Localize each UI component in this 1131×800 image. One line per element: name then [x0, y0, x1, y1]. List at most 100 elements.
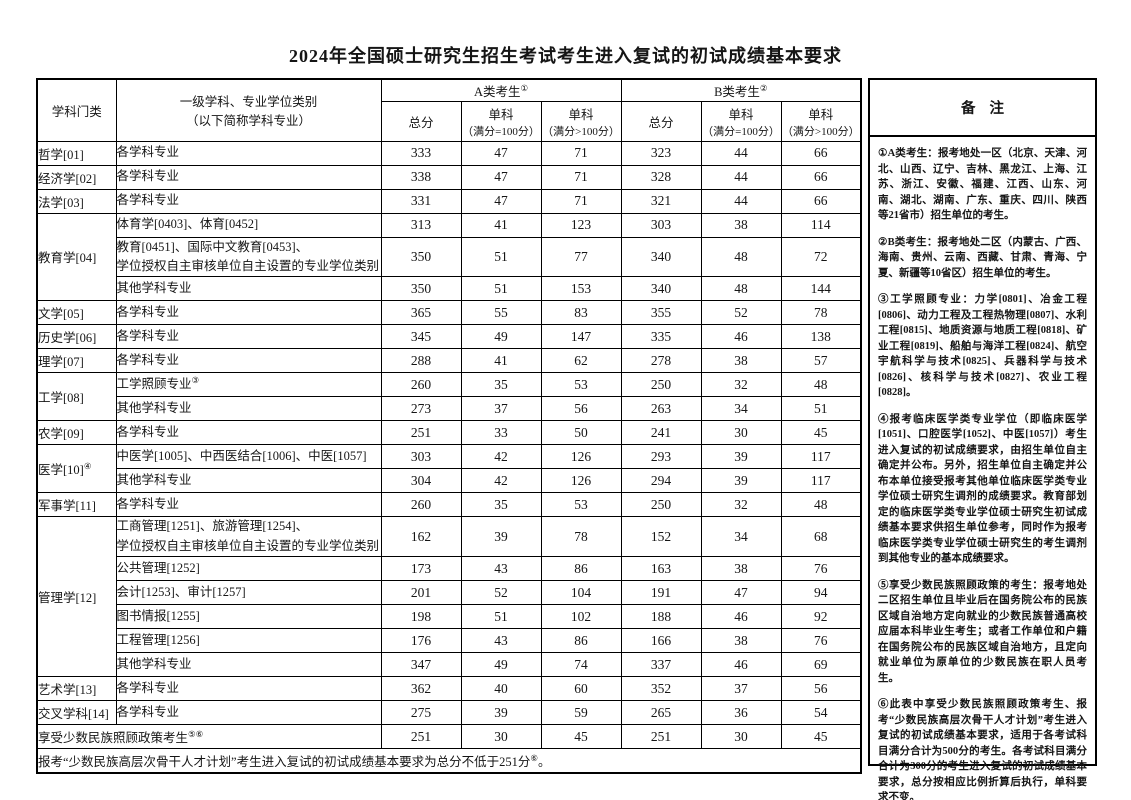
score-cell: 52	[700, 300, 782, 326]
category-cell: 经济学[02]	[36, 164, 117, 190]
score-cell: 273	[380, 396, 462, 422]
category-cell: 交叉学科[14]	[36, 700, 117, 725]
discipline-cell: 各学科专业	[115, 420, 382, 446]
score-cell: 163	[620, 556, 702, 581]
header-b-total: 总分	[620, 100, 702, 142]
table-row: 艺术学[13] 各学科专业 362 40 60 352 37 56	[36, 676, 862, 701]
score-cell: 303	[620, 212, 702, 238]
score-cell: 362	[380, 676, 462, 701]
score-cell: 263	[620, 396, 702, 422]
score-cell: 352	[620, 676, 702, 701]
score-cell: 69	[780, 652, 862, 677]
score-cell: 44	[700, 188, 782, 214]
score-cell: 48	[700, 276, 782, 302]
score-cell: 337	[620, 652, 702, 677]
table-row: 其他学科专业 347 49 74 337 46 69	[37, 652, 862, 677]
score-cell: 294	[620, 468, 702, 494]
score-cell: 32	[700, 492, 782, 518]
score-cell: 77	[540, 236, 622, 278]
score-cell: 104	[540, 580, 622, 605]
discipline-cell: 图书情报[1255]	[115, 604, 382, 629]
header-discipline-line1: 一级学科、专业学位类别	[179, 95, 318, 110]
score-cell: 117	[780, 444, 862, 470]
score-cell: 340	[620, 276, 702, 302]
score-cell: 60	[540, 676, 622, 701]
score-cell: 260	[380, 372, 462, 398]
category-cell: 哲学[01]	[36, 140, 117, 166]
score-cell: 288	[380, 348, 462, 374]
score-cell: 49	[460, 652, 542, 677]
footnote-mark: ③	[191, 374, 200, 385]
score-cell: 328	[620, 164, 702, 190]
table-row: 工程管理[1256] 176 43 86 166 38 76	[37, 628, 862, 653]
score-cell: 173	[380, 556, 462, 581]
score-cell: 37	[460, 396, 542, 422]
score-cell: 30	[700, 724, 782, 749]
score-cell: 39	[460, 700, 542, 725]
header-a-subject-eq100: 单科 （满分=100分）	[460, 100, 542, 142]
score-cell: 92	[780, 604, 862, 629]
score-cell: 147	[540, 324, 622, 350]
score-cell: 166	[620, 628, 702, 653]
score-cell: 45	[540, 724, 622, 749]
score-cell: 46	[700, 604, 782, 629]
header-group-b: B类考生②	[620, 78, 862, 102]
score-cell: 191	[620, 580, 702, 605]
discipline-cell: 中医学[1005]、中西医结合[1006]、中医[1057]	[115, 444, 382, 470]
category-cell: 教育学[04]	[36, 212, 117, 302]
discipline-cell: 各学科专业	[115, 300, 382, 326]
table-row: 军事学[11] 各学科专业 260 35 53 250 32 48	[36, 492, 862, 518]
table-row: 会计[1253]、审计[1257] 201 52 104 191 47 94	[37, 580, 862, 605]
discipline-cell: 其他学科专业	[115, 468, 382, 494]
score-cell: 117	[780, 468, 862, 494]
table-row: 历史学[06] 各学科专业 345 49 147 335 46 138	[36, 324, 862, 350]
score-cell: 39	[700, 468, 782, 494]
footnote-mark: ④	[83, 461, 92, 472]
score-cell: 76	[780, 556, 862, 581]
note-item: ④报考临床医学类专业学位（即临床医学[1051]、口腔医学[1052]、中医[1…	[878, 413, 1087, 565]
score-cell: 43	[460, 628, 542, 653]
score-cell: 46	[700, 652, 782, 677]
category-cell: 法学[03]	[36, 188, 117, 214]
group-a-footnote-mark: ①	[520, 82, 529, 93]
score-cell: 347	[380, 652, 462, 677]
score-cell: 35	[460, 372, 542, 398]
score-cell: 51	[460, 236, 542, 278]
header-a-subject-gt100: 单科 （满分>100分）	[540, 100, 622, 142]
note-item: ⑥此表中享受少数民族照顾政策考生、报考“少数民族高层次骨干人才计划”考生进入复试…	[878, 699, 1087, 800]
score-cell: 53	[540, 492, 622, 518]
score-cell: 162	[380, 516, 462, 557]
score-cell: 40	[460, 676, 542, 701]
note-item: ①A类考生：报考地处一区（北京、天津、河北、山西、辽宁、吉林、黑龙江、上海、江苏…	[878, 148, 1087, 221]
score-cell: 365	[380, 300, 462, 326]
header-b-subject-gt100: 单科 （满分>100分）	[780, 100, 862, 142]
header-discipline: 一级学科、专业学位类别 （以下简称学科专业）	[115, 78, 382, 142]
score-cell: 47	[460, 140, 542, 166]
discipline-cell: 其他学科专业	[115, 652, 382, 677]
score-cell: 47	[700, 580, 782, 605]
score-cell: 48	[780, 372, 862, 398]
score-cell: 265	[620, 700, 702, 725]
score-cell: 42	[460, 468, 542, 494]
category-cell: 军事学[11]	[36, 492, 117, 518]
score-cell: 114	[780, 212, 862, 238]
score-cell: 83	[540, 300, 622, 326]
score-cell: 32	[700, 372, 782, 398]
score-cell: 48	[780, 492, 862, 518]
category-cell: 文学[05]	[36, 300, 117, 326]
score-cell: 345	[380, 324, 462, 350]
score-cell: 123	[540, 212, 622, 238]
score-cell: 241	[620, 420, 702, 446]
category-cell: 历史学[06]	[36, 324, 117, 350]
score-cell: 43	[460, 556, 542, 581]
score-cell: 36	[700, 700, 782, 725]
header-a-total: 总分	[380, 100, 462, 142]
score-cell: 144	[780, 276, 862, 302]
score-cell: 50	[540, 420, 622, 446]
score-cell: 39	[700, 444, 782, 470]
score-cell: 51	[460, 604, 542, 629]
category-cell: 医学[10]④	[36, 444, 117, 494]
header-category: 学科门类	[36, 78, 117, 142]
score-cell: 33	[460, 420, 542, 446]
score-cell: 74	[540, 652, 622, 677]
